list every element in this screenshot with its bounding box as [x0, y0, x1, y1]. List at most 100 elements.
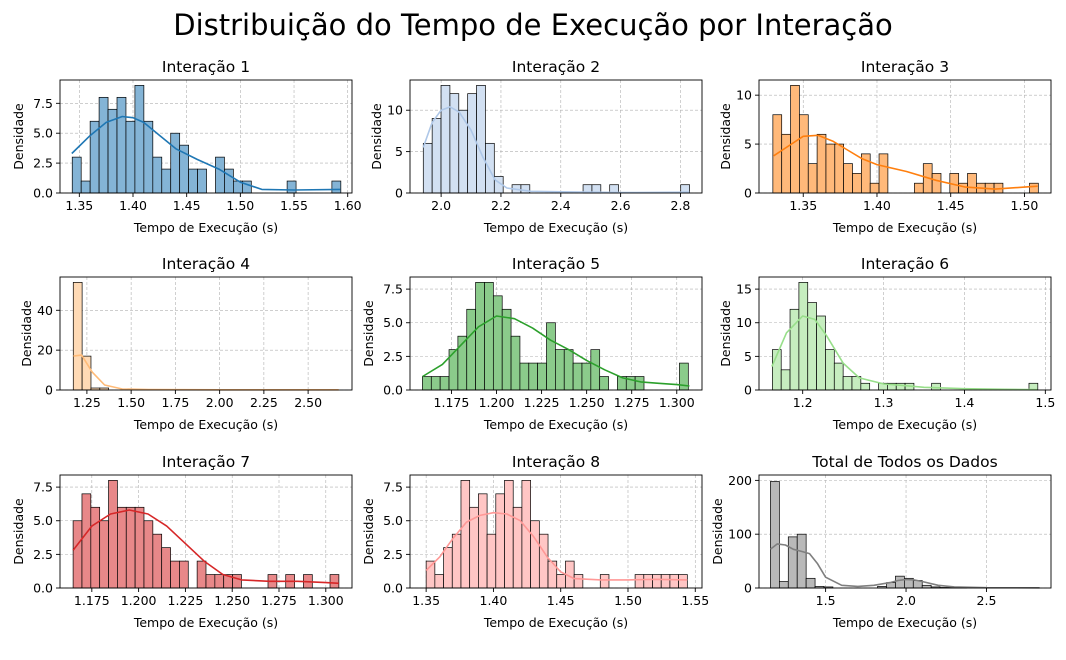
y-tick-label: 0: [744, 383, 752, 398]
x-tick-label: 1.300: [659, 395, 695, 410]
y-tick-label: 200: [728, 473, 752, 488]
histogram-bar: [669, 574, 679, 589]
plot-frame: [758, 474, 1052, 589]
x-axis-label: Tempo de Execução (s): [832, 615, 977, 630]
y-tick-label: 7.5: [383, 480, 403, 495]
histogram-bar: [143, 120, 154, 194]
y-tick-label: 0.0: [33, 186, 53, 201]
y-tick-label: 0.0: [383, 581, 403, 596]
x-tick-label: 1.200: [479, 395, 515, 410]
histogram-bar: [443, 547, 453, 589]
y-tick-label: 7.5: [383, 282, 403, 297]
histogram-bar: [780, 369, 791, 391]
histogram-bar: [188, 168, 198, 194]
histogram-bar: [816, 133, 827, 194]
histogram-bar: [843, 163, 853, 194]
plot-frame: [409, 276, 703, 391]
x-tick-label: 1.5: [816, 593, 836, 608]
x-tick-label: 1.275: [614, 395, 650, 410]
histogram-bar: [781, 133, 791, 194]
histogram-bar: [179, 560, 189, 589]
histogram-bar: [485, 142, 495, 194]
histogram-bar: [807, 163, 818, 194]
x-tick-label: 1.250: [214, 593, 250, 608]
histogram-bar: [770, 481, 780, 589]
histogram-bar: [842, 376, 853, 391]
subplot-title: Interação 1: [162, 58, 250, 76]
x-tick-label: 1.45: [547, 593, 575, 608]
x-tick-label: 1.40: [480, 593, 508, 608]
subplot-title: Interação 7: [162, 453, 250, 471]
y-tick-label: 10: [736, 88, 752, 103]
histogram-bar: [286, 180, 297, 194]
histogram-bar: [779, 581, 789, 589]
histogram-bar: [170, 132, 181, 194]
x-tick-label: 1.55: [280, 198, 308, 213]
x-axis-label: Tempo de Execução (s): [133, 615, 278, 630]
subplot-9: 1.5 2.0 2.5 0 100 200 Total de Todos os Dados T…: [710, 453, 1052, 630]
y-tick-label: 15: [736, 282, 752, 297]
histogram-bar: [556, 574, 566, 589]
subplot-2: 2.0 2.2 2.4 2.6 2.8 0 5 10 Interação 2 Tempo de E…: [369, 58, 703, 235]
plot-frame: [59, 474, 353, 589]
x-tick-label: 1.50: [117, 395, 145, 410]
x-tick-label: 1.225: [168, 593, 204, 608]
kde-line: [771, 315, 1038, 391]
histogram-bar: [590, 349, 601, 391]
histogram-bar: [678, 574, 688, 589]
histogram-bar: [581, 362, 592, 391]
x-tick-label: 1.275: [261, 593, 297, 608]
y-axis-label: Densidade: [369, 103, 384, 170]
x-tick-label: 1.50: [1011, 198, 1039, 213]
histogram-bar: [799, 114, 809, 194]
x-tick-label: 2.0: [896, 593, 916, 608]
histogram-bar: [152, 533, 163, 589]
y-axis-label: Densidade: [11, 103, 26, 170]
histogram-bar: [161, 168, 172, 194]
histogram-bar: [495, 493, 505, 589]
x-tick-label: 1.225: [524, 395, 560, 410]
x-tick-label: 2.2: [491, 198, 511, 213]
histogram-bar: [555, 349, 565, 391]
histogram-bar: [807, 302, 817, 391]
x-axis-label: Tempo de Execução (s): [133, 417, 278, 432]
subplot-title: Interação 3: [861, 58, 949, 76]
y-tick-label: 0.0: [383, 383, 403, 398]
histogram-bar: [71, 156, 82, 194]
histogram-bar: [787, 536, 798, 589]
x-axis-label: Tempo de Execução (s): [483, 417, 628, 432]
kde-line: [73, 354, 339, 391]
x-axis-label: Tempo de Execução (s): [483, 615, 628, 630]
histogram-bar: [510, 335, 521, 391]
histogram-bar: [125, 120, 136, 194]
plot-frame: [409, 474, 703, 589]
histogram-bar: [914, 182, 924, 194]
histogram-bar: [72, 282, 83, 391]
y-tick-label: 7.5: [33, 96, 53, 111]
x-tick-label: 1.5: [1035, 395, 1055, 410]
histogram-bar: [116, 96, 127, 194]
kde-line: [422, 315, 690, 387]
subplot-5: 1.175 1.200 1.225 1.250 1.275 1.300 0.0 2.5 5.0 7…: [361, 255, 703, 432]
x-tick-label: 1.45: [173, 198, 201, 213]
y-tick-label: 2.5: [33, 547, 53, 562]
y-tick-label: 2.5: [33, 156, 53, 171]
y-axis-label: Densidade: [710, 498, 725, 565]
histogram-bar: [825, 349, 835, 391]
x-tick-label: 1.75: [161, 395, 189, 410]
x-tick-label: 1.35: [65, 198, 93, 213]
kde-line: [773, 134, 1038, 190]
y-tick-label: 5: [395, 144, 403, 159]
x-axis-label: Tempo de Execução (s): [832, 417, 977, 432]
histogram-bar: [478, 493, 488, 589]
x-tick-label: 1.60: [334, 198, 362, 213]
histogram-bar: [460, 480, 471, 589]
y-tick-label: 0: [744, 186, 752, 201]
histogram-bar: [422, 142, 433, 194]
subplot-8: 1.35 1.40 1.45 1.50 1.55 0.0 2.5 5.0 7.5 Interaçã…: [361, 453, 709, 630]
x-tick-label: 1.3: [874, 395, 894, 410]
histogram-bar: [134, 85, 145, 194]
histogram-bar: [504, 480, 514, 589]
subplot-3: 1.35 1.40 1.45 1.50 0 5 10 Interação 3 Tempo de …: [718, 58, 1052, 235]
histogram-bar: [440, 85, 451, 194]
